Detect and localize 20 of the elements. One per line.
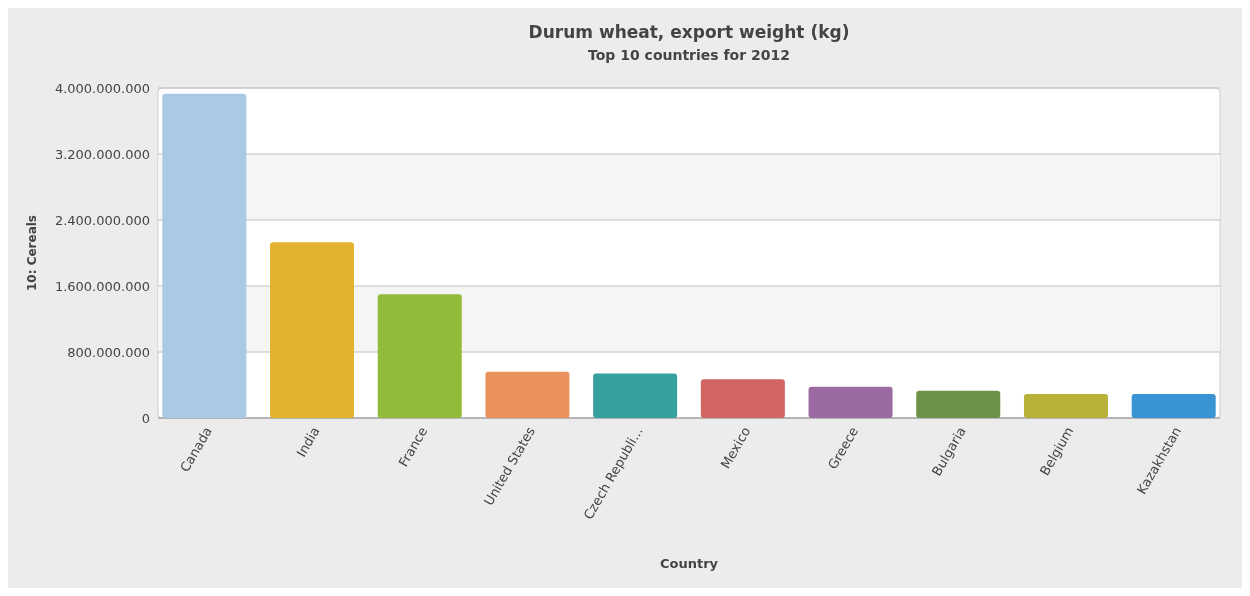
bar: [270, 242, 355, 418]
bar: [377, 294, 462, 418]
bar: [593, 373, 678, 418]
y-tick-label: 4.000.000.000: [54, 80, 150, 96]
y-tick-label: 1.600.000.000: [54, 278, 150, 294]
y-tick-label: 3.200.000.000: [54, 146, 150, 162]
bar: [808, 386, 893, 418]
bar: [700, 379, 785, 418]
y-tick-label: 0: [141, 410, 150, 426]
x-axis-title: Country: [659, 556, 719, 571]
bar: [916, 390, 1001, 418]
bar: [485, 371, 570, 418]
chart-subtitle: Top 10 countries for 2012: [588, 47, 790, 63]
y-tick-label: 800.000.000: [67, 344, 150, 360]
y-tick-label: 2.400.000.000: [54, 212, 150, 228]
chart-title: Durum wheat, export weight (kg): [528, 22, 850, 42]
y-axis-title: 10: Cereals: [25, 214, 39, 292]
bar: [1023, 394, 1108, 418]
bar: [162, 93, 247, 418]
bar: [1131, 394, 1216, 418]
